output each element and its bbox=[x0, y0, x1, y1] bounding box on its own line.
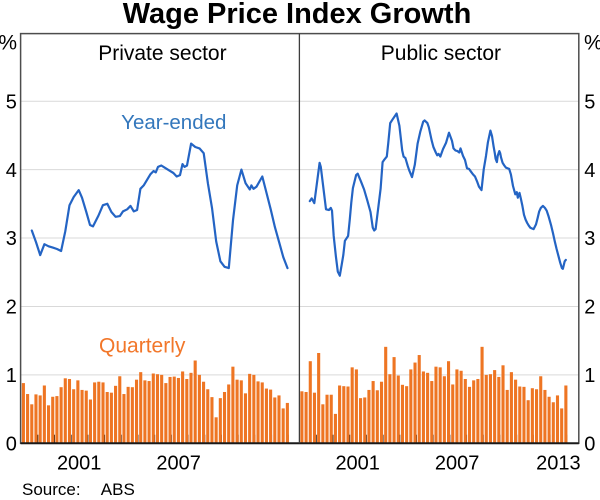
svg-text:ABS: ABS bbox=[101, 480, 135, 499]
svg-text:3: 3 bbox=[584, 228, 595, 250]
svg-text:2001: 2001 bbox=[57, 453, 102, 475]
svg-text:4: 4 bbox=[6, 160, 17, 182]
svg-text:0: 0 bbox=[584, 434, 595, 456]
svg-text:Wage Price Index Growth: Wage Price Index Growth bbox=[123, 0, 472, 30]
svg-text:1: 1 bbox=[584, 365, 595, 387]
svg-text:2: 2 bbox=[6, 297, 17, 319]
svg-text:2007: 2007 bbox=[156, 453, 201, 475]
svg-text:Quarterly: Quarterly bbox=[99, 335, 186, 358]
svg-text:5: 5 bbox=[6, 91, 17, 113]
svg-text:2: 2 bbox=[584, 297, 595, 319]
svg-text:Source:: Source: bbox=[22, 480, 81, 499]
svg-text:2007: 2007 bbox=[435, 453, 480, 475]
svg-text:3: 3 bbox=[6, 228, 17, 250]
svg-text:2001: 2001 bbox=[335, 453, 380, 475]
svg-text:Private sector: Private sector bbox=[98, 42, 226, 65]
svg-text:Year-ended: Year-ended bbox=[121, 111, 226, 134]
svg-text:Public sector: Public sector bbox=[381, 42, 501, 65]
svg-text:2013: 2013 bbox=[536, 453, 581, 475]
svg-text:5: 5 bbox=[584, 91, 595, 113]
svg-text:0: 0 bbox=[6, 434, 17, 456]
svg-text:%: % bbox=[0, 31, 17, 54]
svg-text:4: 4 bbox=[584, 160, 595, 182]
svg-text:%: % bbox=[584, 31, 600, 54]
svg-text:1: 1 bbox=[6, 365, 17, 387]
